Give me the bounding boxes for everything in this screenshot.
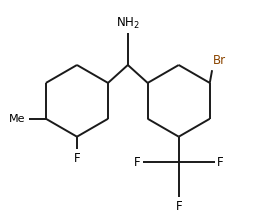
Text: F: F [74, 152, 80, 165]
Text: F: F [133, 156, 140, 169]
Text: F: F [175, 200, 182, 213]
Text: NH$_2$: NH$_2$ [116, 16, 140, 31]
Text: F: F [217, 156, 224, 169]
Text: Me: Me [9, 114, 25, 124]
Text: Br: Br [213, 54, 226, 67]
